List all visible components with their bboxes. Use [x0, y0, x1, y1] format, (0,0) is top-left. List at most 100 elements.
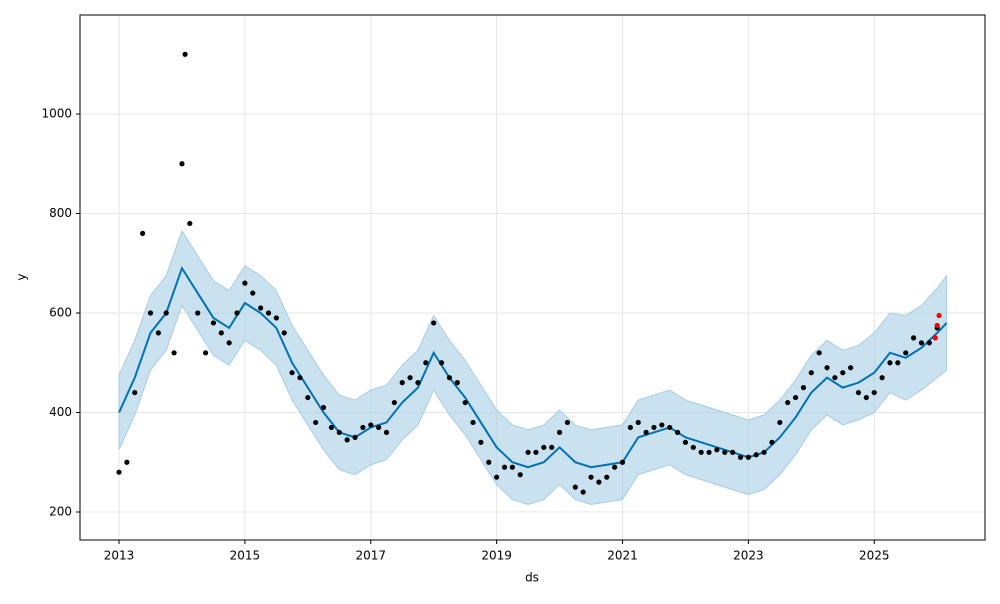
data-point [564, 419, 571, 426]
data-point [423, 360, 429, 366]
data-point [745, 454, 751, 460]
y-tick-label: 400 [49, 405, 72, 419]
data-point [265, 310, 272, 316]
data-point [140, 230, 146, 236]
data-point [407, 375, 413, 381]
data-point [643, 429, 649, 435]
data-point [202, 350, 209, 356]
x-axis-label: ds [525, 571, 539, 585]
data-point [281, 330, 287, 336]
data-point [289, 370, 295, 376]
data-point [848, 365, 854, 371]
data-point [627, 424, 633, 431]
data-point [936, 312, 942, 319]
data-point [163, 310, 169, 316]
data-point [879, 375, 885, 381]
data-point [635, 419, 641, 426]
data-point [651, 424, 657, 431]
data-point [399, 380, 405, 386]
data-point [753, 452, 759, 458]
data-point [470, 419, 476, 426]
data-point [344, 437, 350, 443]
data-point [124, 459, 130, 465]
data-point [438, 360, 445, 366]
uncertainty-band [118, 229, 948, 506]
data-point [580, 489, 586, 495]
data-point [895, 360, 901, 366]
data-point [226, 340, 232, 346]
data-point [328, 424, 335, 431]
data-point [722, 449, 728, 455]
data-point [674, 429, 681, 435]
data-point [863, 394, 869, 401]
data-point [218, 330, 224, 336]
data-point [446, 375, 453, 381]
data-point [808, 370, 814, 376]
data-point [352, 434, 358, 440]
data-point [887, 360, 893, 366]
x-tick-label: 2017 [355, 549, 386, 563]
y-axis-label: y [15, 273, 29, 280]
data-point [769, 439, 775, 445]
data-point [910, 335, 917, 341]
data-point [572, 484, 578, 490]
y-tick-label: 200 [49, 504, 72, 518]
data-point [132, 389, 138, 396]
data-point [932, 335, 938, 341]
data-point [525, 449, 531, 455]
data-point [659, 422, 665, 428]
data-point [918, 340, 925, 346]
data-point [690, 444, 696, 450]
data-point [297, 375, 303, 381]
data-point [415, 380, 421, 386]
data-point [179, 161, 185, 167]
data-point [195, 310, 201, 316]
data-point [556, 429, 563, 435]
x-tick-label: 2025 [859, 549, 890, 563]
data-point [336, 429, 342, 435]
data-point [832, 375, 838, 381]
data-point [383, 429, 390, 435]
data-point [171, 350, 177, 356]
data-point [824, 365, 830, 371]
data-point [187, 220, 193, 227]
data-point [596, 479, 602, 485]
y-tick-label: 600 [49, 305, 72, 319]
data-point [182, 51, 188, 57]
data-point [604, 474, 610, 480]
data-point [761, 449, 767, 455]
data-point [706, 449, 712, 455]
x-tick-label: 2013 [104, 549, 135, 563]
data-point [698, 449, 704, 455]
data-point [737, 454, 744, 460]
data-point [871, 389, 877, 396]
data-point [250, 290, 256, 296]
data-point [486, 459, 492, 465]
data-point [360, 424, 366, 431]
data-point [210, 320, 217, 326]
data-point [619, 459, 626, 465]
data-point [462, 399, 468, 406]
plot-frame [79, 14, 986, 541]
data-point [903, 350, 909, 356]
data-point [785, 399, 791, 406]
y-tick-label: 800 [49, 206, 72, 220]
data-point [509, 464, 515, 470]
data-point [816, 350, 822, 356]
data-point [682, 439, 689, 445]
data-point [730, 449, 736, 455]
data-point [454, 380, 460, 386]
data-point [155, 330, 161, 336]
data-point [549, 444, 555, 450]
data-point [926, 340, 932, 346]
y-tick-label: 1000 [41, 107, 72, 121]
data-point [116, 469, 122, 475]
data-point [533, 449, 539, 455]
x-tick-label: 2021 [607, 549, 638, 563]
data-point [313, 419, 319, 426]
data-point [494, 474, 500, 480]
data-point [478, 439, 484, 445]
data-point [612, 464, 618, 470]
data-point [147, 310, 154, 316]
